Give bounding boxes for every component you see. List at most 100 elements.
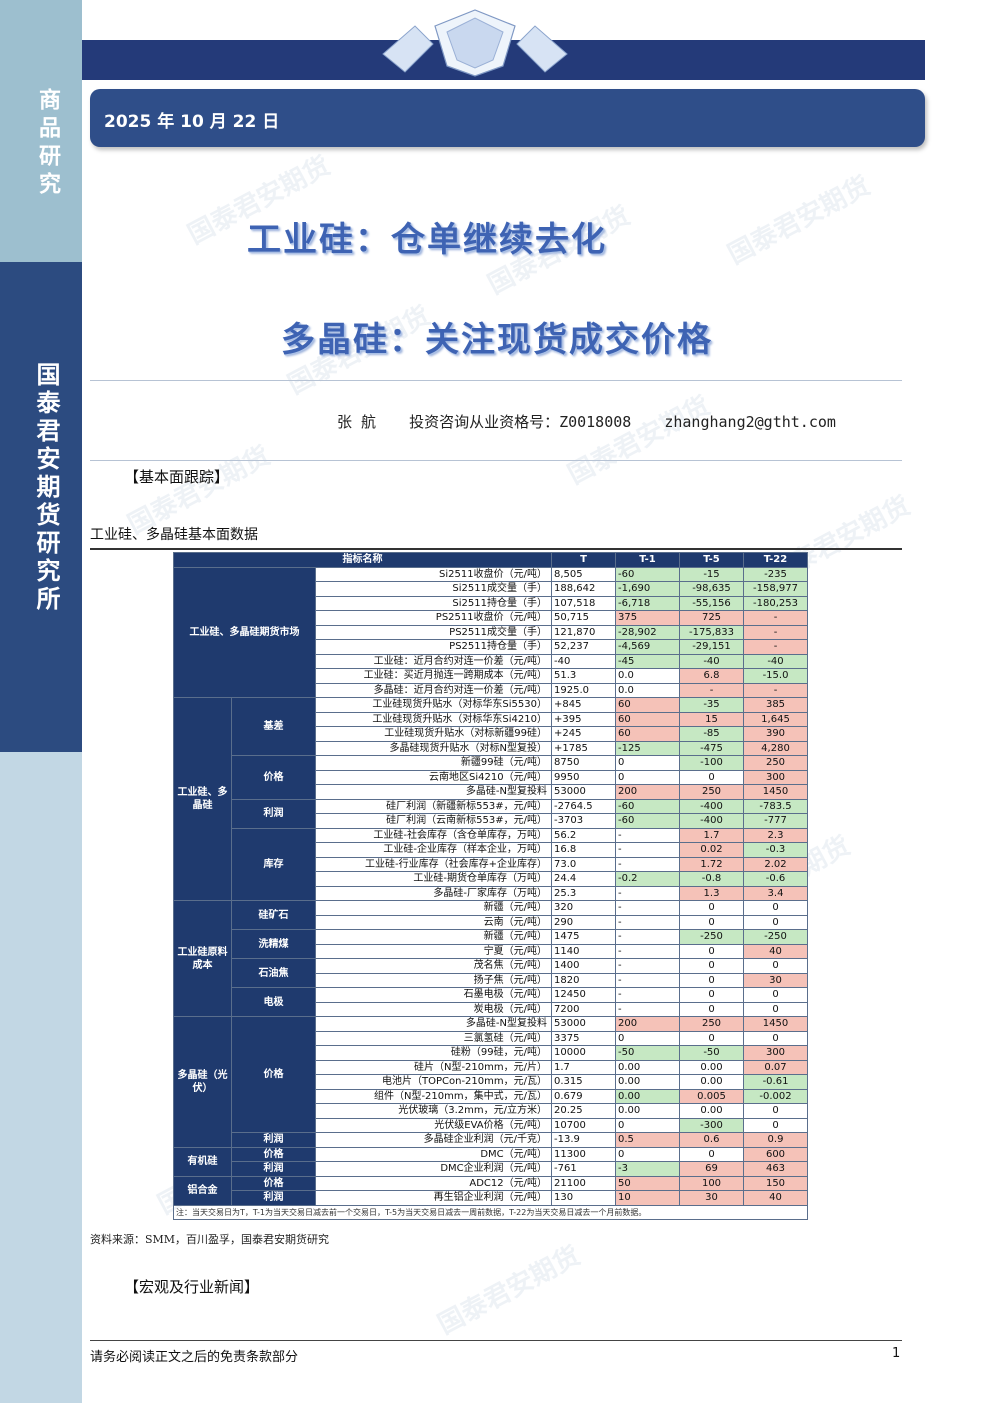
value-t5: -400 xyxy=(679,813,744,829)
value-t1: 0 xyxy=(615,769,680,785)
value-t5: 100 xyxy=(679,1175,744,1191)
subgroup-label: 利润 xyxy=(231,1190,316,1206)
value-t1: -60 xyxy=(615,798,680,814)
value-t5: 0.00 xyxy=(679,1103,744,1119)
indicator-name: 硅厂利润（新疆新标553#，元/吨） xyxy=(315,798,552,814)
indicator-name: 再生铝企业利润（元/吨） xyxy=(315,1190,552,1206)
diamond-logo-icon xyxy=(382,9,568,77)
value-t5: 30 xyxy=(679,1190,744,1206)
value-t22: 40 xyxy=(743,1190,808,1206)
table-header-row: 指标名称 T T-1 T-5 T-22 xyxy=(173,552,808,568)
value-t22: -158,977 xyxy=(743,581,808,597)
indicator-name: 炭电极（元/吨） xyxy=(315,1001,552,1017)
value-t: 16.8 xyxy=(551,842,616,858)
indicator-name: 硅粉（99硅，元/吨） xyxy=(315,1045,552,1061)
value-t1: -60 xyxy=(615,566,680,582)
value-t1: - xyxy=(615,929,680,945)
indicator-name: 工业硅-企业库存（样本企业，万吨） xyxy=(315,842,552,858)
value-t5: 6.8 xyxy=(679,668,744,684)
table-row: 洗精煤 新疆（元/吨） 1475- -250 -250 xyxy=(174,929,808,959)
value-t1: - xyxy=(615,900,680,916)
value-t1: - xyxy=(615,827,680,843)
table-row: 利润 再生铝企业利润（元/吨） 130 10 30 40 xyxy=(174,1190,808,1206)
sidebar-top-label: 商品研究 xyxy=(35,88,61,200)
value-t1: -1,690 xyxy=(615,581,680,597)
subgroup-label: 利润 xyxy=(231,798,316,829)
subgroup-label: 价格 xyxy=(231,755,316,800)
value-t1: -60 xyxy=(615,813,680,829)
value-t: 12450 xyxy=(551,987,616,1003)
table-row: 硅厂利润（云南新标553#，元/吨） -3703 -60 -400 -777 xyxy=(174,813,808,829)
value-t22: - xyxy=(743,624,808,640)
indicator-name: 茂名焦（元/吨） xyxy=(315,958,552,974)
value-t1: - xyxy=(615,987,680,1003)
table-row: 电池片（TOPCon-210mm，元/瓦） 0.315 0.00 0.00 -0.61 xyxy=(174,1074,808,1090)
value-t22: 0 xyxy=(743,987,808,1003)
indicator-name: Si2511成交量（手） xyxy=(315,581,552,597)
subgroup-label: 石油焦 xyxy=(231,958,316,988)
value-t22: 300 xyxy=(743,1045,808,1061)
value-t5: 69 xyxy=(679,1161,744,1177)
indicator-name: 新疆（元/吨） xyxy=(315,900,552,916)
table-row: 工业硅-行业库存（社会库存+企业库存） 73.0-1.72 2.02 xyxy=(174,856,808,872)
table-row: PS2511收盘价（元/吨） 50,715 375 725- xyxy=(174,610,808,626)
indicator-name: 工业硅-期货仓单库存（万吨） xyxy=(315,871,552,887)
value-t: 51.3 xyxy=(551,668,616,684)
value-t5: -40 xyxy=(679,653,744,669)
sidebar-lower-band xyxy=(0,752,82,1403)
value-t5: 0 xyxy=(679,1030,744,1046)
value-t1: -50 xyxy=(615,1045,680,1061)
value-t: +1785 xyxy=(551,740,616,756)
section-fundamental-heading: 【基本面跟踪】 xyxy=(124,468,230,486)
value-t5: 0 xyxy=(679,987,744,1003)
indicator-name: 宁夏（元/吨） xyxy=(315,943,552,959)
value-t22: -250 xyxy=(743,929,808,945)
value-t1: 60 xyxy=(615,726,680,742)
value-t5: 0 xyxy=(679,914,744,930)
value-t22: 463 xyxy=(743,1161,808,1177)
value-t1: 0 xyxy=(615,1117,680,1133)
subgroup-label: 价格 xyxy=(231,1175,316,1191)
value-t1: 10 xyxy=(615,1190,680,1206)
value-t22: 0.9 xyxy=(743,1132,808,1148)
table-row: 利润 硅厂利润（新疆新标553#，元/吨） -2764.5 -60 -400 -783.5 xyxy=(174,798,808,829)
indicator-name: 光伏玻璃（3.2mm，元/立方米） xyxy=(315,1103,552,1119)
table-row: 石油焦 茂名焦（元/吨） 1400-0 0 xyxy=(174,958,808,988)
author-divider xyxy=(90,460,902,461)
header-t: T xyxy=(551,552,616,568)
value-t5: -100 xyxy=(679,755,744,771)
subgroup-label: 基差 xyxy=(231,697,316,756)
value-t5: 0.6 xyxy=(679,1132,744,1148)
value-t5: -475 xyxy=(679,740,744,756)
value-t5: 0.00 xyxy=(679,1074,744,1090)
group-label: 工业硅、多晶硅期货市场 xyxy=(173,566,316,698)
value-t: 50,715 xyxy=(551,610,616,626)
footer-divider xyxy=(90,1340,902,1341)
value-t5: 15 xyxy=(679,711,744,727)
value-t1: -28,902 xyxy=(615,624,680,640)
author-name: 张 航 xyxy=(337,413,377,431)
value-t: 290 xyxy=(551,914,616,930)
indicator-name: 扬子焦（元/吨） xyxy=(315,972,552,988)
table-note-row: 注：当天交易日为T，T-1为当天交易日减去前一个交易日，T-5为当天交易日减去一… xyxy=(173,1204,808,1220)
value-t22: 0 xyxy=(743,914,808,930)
value-t22: - xyxy=(743,639,808,655)
author-email[interactable]: zhanghang2@gtht.com xyxy=(664,413,836,431)
table-row: 库存 工业硅-社会库存（含仓单库存，万吨） 56.2-1.7 2.3 xyxy=(174,827,808,901)
value-t: 188,642 xyxy=(551,581,616,597)
value-t: 7200 xyxy=(551,1001,616,1017)
table-note: 注：当天交易日为T，T-1为当天交易日减去前一个交易日，T-5为当天交易日减去一… xyxy=(173,1204,808,1220)
value-t5: 250 xyxy=(679,1016,744,1032)
value-t1: -125 xyxy=(615,740,680,756)
value-t22: 40 xyxy=(743,943,808,959)
table-row: 多晶硅-N型复投料 53000 200 250 1450 xyxy=(174,784,808,800)
value-t22: 385 xyxy=(743,697,808,713)
value-t22: -0.6 xyxy=(743,871,808,887)
subgroup-label: 硅矿石 xyxy=(231,900,316,930)
subgroup-label: 利润 xyxy=(231,1161,316,1177)
value-t1: -0.2 xyxy=(615,871,680,887)
data-source: 资料来源：SMM，百川盈孚，国泰君安期货研究 xyxy=(90,1233,330,1246)
value-t1: - xyxy=(615,914,680,930)
table-row: 工业硅-企业库存（样本企业，万吨） 16.8-0.02 -0.3 xyxy=(174,842,808,858)
value-t5: -50 xyxy=(679,1045,744,1061)
